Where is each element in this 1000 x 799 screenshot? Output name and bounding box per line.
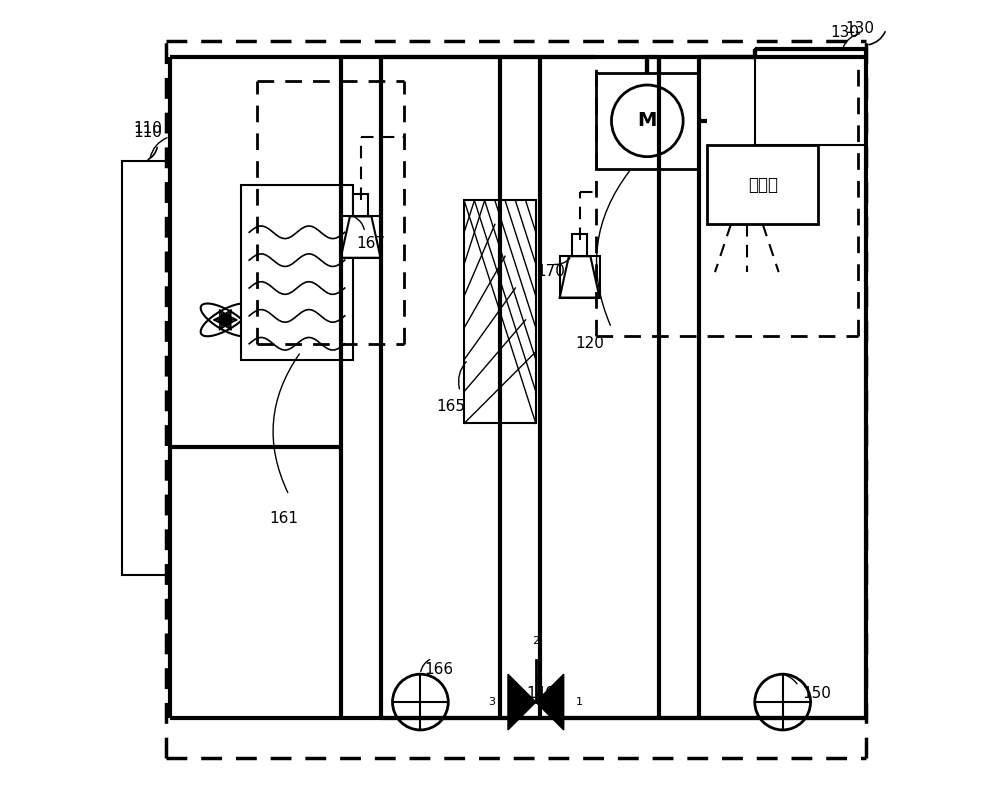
Text: M: M (638, 111, 657, 130)
FancyBboxPatch shape (341, 217, 381, 258)
Bar (241, 185, 353, 360)
Text: 161: 161 (269, 511, 298, 526)
Bar (707, 145, 818, 225)
Text: 166: 166 (424, 662, 453, 678)
FancyBboxPatch shape (560, 256, 600, 297)
Bar (596, 73, 699, 169)
Text: 165: 165 (436, 400, 465, 415)
Text: 2: 2 (532, 636, 539, 646)
Bar (464, 201, 536, 423)
Bar (755, 50, 866, 145)
Text: 3: 3 (489, 697, 496, 707)
Text: 170: 170 (536, 264, 565, 279)
Polygon shape (536, 674, 564, 730)
Circle shape (219, 313, 232, 326)
Text: 150: 150 (803, 686, 831, 701)
Text: 130: 130 (830, 26, 859, 40)
Text: 减速器: 减速器 (748, 176, 778, 193)
Text: 167: 167 (357, 237, 386, 251)
Bar (572, 234, 587, 256)
Text: 130: 130 (845, 22, 874, 36)
Bar (353, 194, 368, 217)
Polygon shape (508, 674, 536, 730)
Bar (122, 161, 170, 574)
Text: 1: 1 (576, 697, 583, 707)
Text: 120: 120 (576, 336, 605, 351)
Text: 110: 110 (134, 125, 163, 140)
Text: 110: 110 (134, 121, 163, 136)
Text: 140: 140 (526, 686, 555, 701)
